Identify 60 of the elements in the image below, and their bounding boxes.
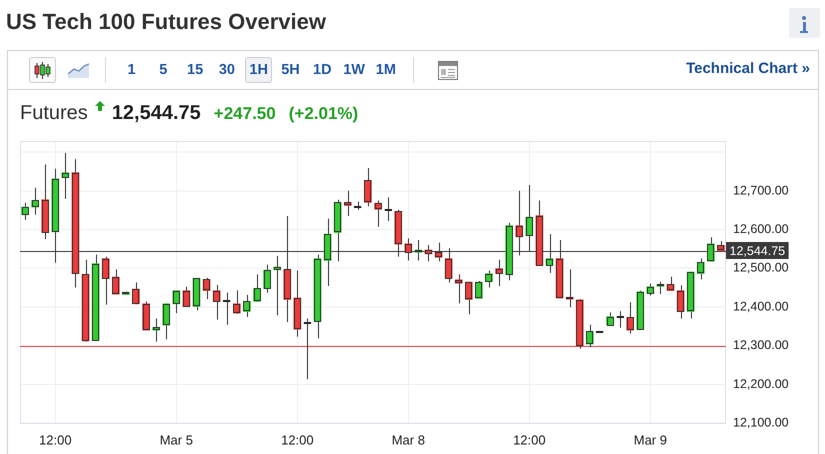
candlestick <box>172 290 180 314</box>
candlestick <box>233 290 241 314</box>
candlestick <box>273 255 282 316</box>
candlestick <box>21 202 29 220</box>
candlestick <box>686 271 695 320</box>
x-tick-label: 12:00 <box>39 432 72 448</box>
candlestick <box>202 277 210 300</box>
candlestick <box>475 280 483 299</box>
y-tick-label: 12,400.00 <box>733 299 789 314</box>
y-tick-label: 12,300.00 <box>733 338 789 352</box>
candlestick <box>314 254 322 339</box>
candlestick <box>132 282 140 305</box>
candlestick <box>62 152 70 200</box>
candlestick <box>676 284 684 320</box>
candlestick <box>102 256 110 306</box>
text: +247.50 <box>214 104 276 123</box>
candlestick <box>566 268 574 308</box>
candlestick <box>586 324 594 348</box>
text: Technical Chart » <box>686 60 810 78</box>
text: 1 5 15 30 1H 5H 1D 1W 1M <box>127 62 396 78</box>
y-tick-label: 12,500.00 <box>733 260 789 275</box>
candlestick <box>31 187 39 216</box>
text: (+2.01%) <box>288 104 358 123</box>
candlestick <box>364 167 372 207</box>
candlestick <box>162 302 170 340</box>
x-tick-label: Mar 5 <box>160 432 193 448</box>
chart-subtitle: Futures <box>20 102 88 124</box>
text: 12,544.75 <box>112 102 201 124</box>
candlestick <box>374 200 382 228</box>
candlestick <box>666 276 674 292</box>
candlestick <box>656 281 664 295</box>
candlestick <box>212 284 220 320</box>
candlestick <box>82 259 90 342</box>
candlestick <box>253 274 261 302</box>
candlestick <box>92 254 100 342</box>
candlestick <box>495 259 503 287</box>
y-tick-label: 12,100.00 <box>733 415 789 430</box>
candlestick <box>454 274 463 304</box>
x-tick-label: 12:00 <box>513 432 546 448</box>
candlestick <box>112 268 120 295</box>
ref-line-label: 12,544.75 <box>730 244 786 258</box>
x-tick-label: 12:00 <box>281 432 314 448</box>
candlestick <box>646 283 654 296</box>
candlestick <box>626 302 634 334</box>
candlestick <box>485 270 493 288</box>
x-tick-label: Mar 9 <box>634 432 667 448</box>
candlestick <box>192 278 200 311</box>
y-tick-label: 12,600.00 <box>733 222 789 236</box>
candlestick <box>576 298 584 350</box>
y-tick-label: 12,200.00 <box>733 376 789 391</box>
candlestick <box>344 190 352 216</box>
candlestick <box>152 318 160 342</box>
chart-title: US Tech 100 Futures Overview <box>6 9 326 35</box>
x-tick-label: Mar 8 <box>392 432 425 448</box>
candlestick <box>182 286 190 308</box>
candlestick <box>696 258 705 280</box>
candlestick <box>464 281 473 315</box>
y-tick-label: 12,700.00 <box>733 183 789 198</box>
candlestick <box>263 264 271 294</box>
candlestick <box>243 294 251 318</box>
